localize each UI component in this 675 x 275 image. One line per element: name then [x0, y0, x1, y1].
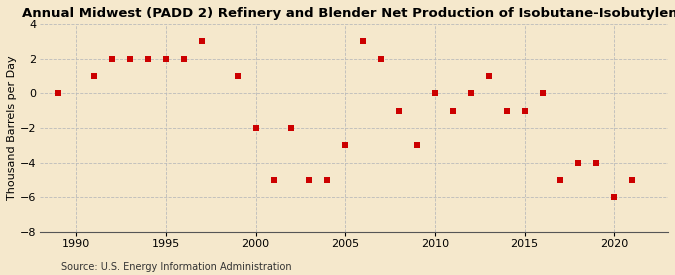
Point [178, 56, 189, 61]
Point [304, 178, 315, 182]
Point [502, 108, 512, 113]
Point [53, 91, 63, 95]
Point [555, 178, 566, 182]
Point [627, 178, 638, 182]
Point [412, 143, 423, 147]
Title: Annual Midwest (PADD 2) Refinery and Blender Net Production of Isobutane-Isobuty: Annual Midwest (PADD 2) Refinery and Ble… [22, 7, 675, 20]
Point [358, 39, 369, 43]
Point [519, 108, 530, 113]
Point [394, 108, 404, 113]
Point [286, 126, 297, 130]
Point [448, 108, 458, 113]
Point [573, 160, 584, 165]
Text: Source: U.S. Energy Information Administration: Source: U.S. Energy Information Administ… [61, 262, 292, 272]
Point [465, 91, 476, 95]
Point [609, 195, 620, 199]
Point [537, 91, 548, 95]
Point [483, 74, 494, 78]
Point [429, 91, 440, 95]
Y-axis label: Thousand Barrels per Day: Thousand Barrels per Day [7, 56, 17, 200]
Point [107, 56, 117, 61]
Point [591, 160, 601, 165]
Point [142, 56, 153, 61]
Point [376, 56, 387, 61]
Point [340, 143, 350, 147]
Point [161, 56, 171, 61]
Point [89, 74, 100, 78]
Point [196, 39, 207, 43]
Point [268, 178, 279, 182]
Point [250, 126, 261, 130]
Point [232, 74, 243, 78]
Point [125, 56, 136, 61]
Point [322, 178, 333, 182]
